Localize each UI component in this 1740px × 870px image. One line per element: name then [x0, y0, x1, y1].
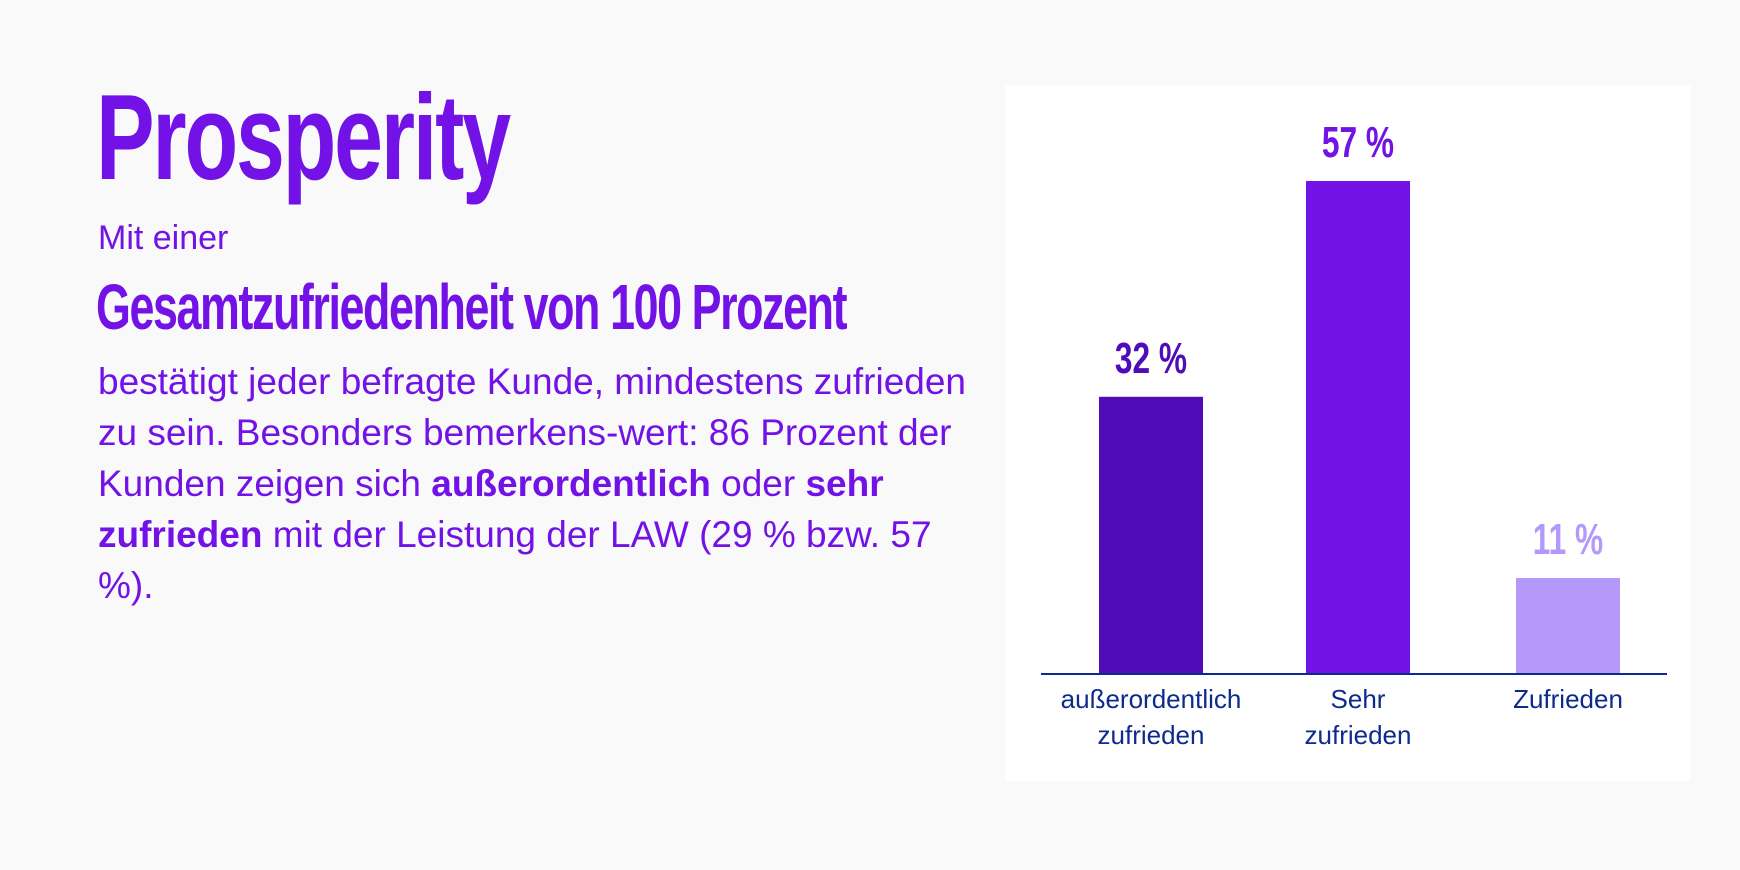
value-label: 11 % [1533, 515, 1603, 564]
bar [1099, 396, 1203, 673]
value-label: 57 % [1322, 118, 1394, 167]
category-label: zufrieden [1098, 720, 1205, 750]
value-label: 32 % [1115, 334, 1187, 383]
body-bold-2: sehr zufrieden [98, 463, 884, 555]
category-label: außerordentlich [1061, 684, 1242, 714]
headline: Gesamtzufriedenheit von 100 Prozent [96, 271, 848, 343]
body-part-3: mit der Leistung der LAW (29 % bzw. 57 %… [98, 514, 932, 606]
bar [1516, 578, 1620, 673]
chart-panel: 32 % außerordentlich zufrieden 57 % Sehr zufr… [1005, 85, 1690, 781]
body-bold-1: außerordentlich [431, 463, 711, 504]
page-title: Prosperity [96, 69, 511, 205]
body-part-1: bestätigt jeder befragte Kunde, mindeste… [98, 361, 967, 504]
category-label: zufrieden [1305, 720, 1412, 750]
intro-text: Mit einer [98, 219, 229, 257]
body-text: bestätigt jeder befragte Kunde, mindeste… [98, 356, 978, 611]
bar [1306, 181, 1410, 673]
category-label: Sehr [1331, 684, 1386, 714]
body-part-2: oder [710, 463, 806, 504]
bar-chart: 32 % außerordentlich zufrieden 57 % Sehr zufr… [1041, 118, 1667, 750]
category-label: Zufrieden [1513, 684, 1623, 714]
